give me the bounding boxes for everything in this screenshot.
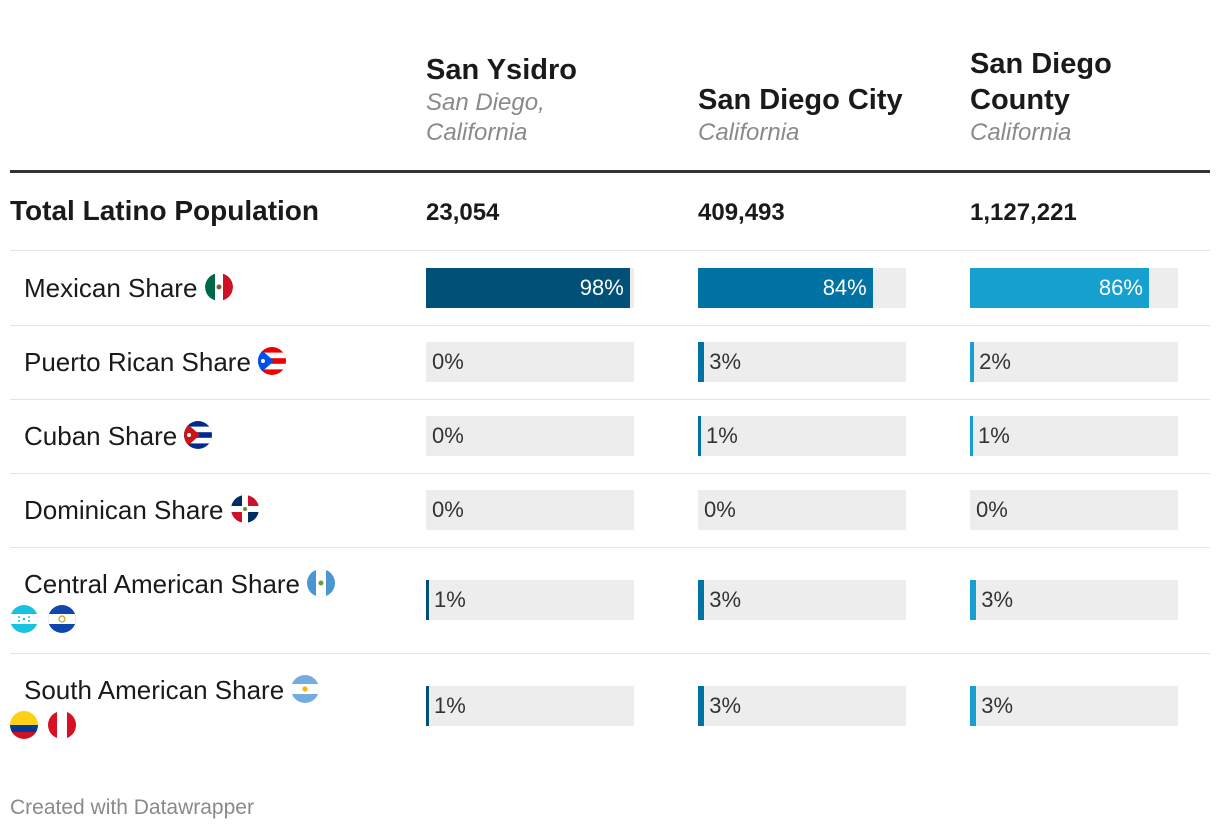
bar-track: 0% <box>426 342 634 382</box>
bar-value-label: 3% <box>709 693 742 718</box>
bar-value-label: 3% <box>709 587 742 612</box>
bar-track: 0% <box>970 490 1178 530</box>
column-header-san-diego-city: San Diego City California <box>698 82 938 148</box>
column-subtitle: San Diego, California <box>426 89 545 146</box>
bar-value-label: 0% <box>432 349 464 374</box>
bar-track: 3% <box>698 686 906 726</box>
column-title: San Diego City <box>698 84 903 116</box>
column-subtitle: California <box>698 119 800 146</box>
bar-track: 84% <box>698 268 906 308</box>
total-value-san-diego-county: 1,127,221 <box>970 199 1077 226</box>
bar-track: 1% <box>426 686 634 726</box>
column-header-san-diego-county: San Diego County California <box>970 46 1210 148</box>
table-row: Dominican Share 0% 0% 0% <box>10 473 1210 548</box>
row-label: Cuban Share <box>24 420 374 452</box>
puerto-rico-flag-icon <box>258 347 287 375</box>
el-salvador-flag-icon <box>48 605 76 633</box>
mexico-flag-icon <box>205 273 233 301</box>
bar <box>426 580 429 620</box>
table-row: Cuban Share 0% 1% 1% <box>10 399 1210 474</box>
bar-track: 1% <box>426 580 634 620</box>
bar-track: 86% <box>970 268 1178 308</box>
bar-value-label: 0% <box>432 497 464 522</box>
table-row: Puerto Rican Share 0% 3% 2% <box>10 325 1210 400</box>
header-divider <box>10 170 1210 173</box>
total-row: Total Latino Population 23,054 409,493 1… <box>10 173 1210 251</box>
honduras-flag-icon <box>10 605 38 633</box>
bar-value-label: 98% <box>579 275 624 300</box>
dominican-republic-flag-icon <box>230 495 259 523</box>
bar-track: 0% <box>698 490 906 530</box>
row-label-text: Dominican Share <box>24 495 224 525</box>
bar <box>970 686 977 726</box>
row-label-text: Cuban Share <box>24 421 178 451</box>
bar <box>426 268 630 308</box>
bar <box>970 268 1149 308</box>
bar-value-label: 0% <box>704 497 736 522</box>
colombia-flag-icon <box>10 711 38 739</box>
peru-flag-icon <box>48 711 76 739</box>
row-label-text: Puerto Rican Share <box>24 347 251 377</box>
bar <box>970 416 973 456</box>
bar-track: 98% <box>426 268 634 308</box>
table-row: Central American Share 1% 3% 3% <box>10 547 1210 654</box>
total-row-label: Total Latino Population <box>10 195 319 226</box>
row-label-text: Mexican Share <box>24 273 198 303</box>
column-subtitle: California <box>970 119 1072 146</box>
bar-value-label: 84% <box>822 275 867 300</box>
bar-track: 0% <box>426 416 634 456</box>
bar-track: 3% <box>698 342 906 382</box>
footer-credit: Created with Datawrapper <box>10 796 254 819</box>
bar <box>970 580 977 620</box>
row-label-text: South American Share <box>24 675 285 705</box>
guatemala-flag-icon <box>307 569 336 597</box>
bar <box>698 580 705 620</box>
bar <box>698 268 873 308</box>
column-title: San Diego County <box>970 48 1112 116</box>
bar-value-label: 86% <box>1098 275 1143 300</box>
bar-track: 1% <box>698 416 906 456</box>
bar <box>698 416 701 456</box>
argentina-flag-icon <box>291 675 320 703</box>
bar-value-label: 2% <box>979 349 1011 374</box>
total-value-san-diego-city: 409,493 <box>698 199 785 226</box>
bar-track: 3% <box>970 580 1178 620</box>
total-value-san-ysidro: 23,054 <box>426 199 500 226</box>
bar <box>970 342 975 382</box>
bar-track: 2% <box>970 342 1178 382</box>
row-label: Central American Share <box>10 568 374 636</box>
bar <box>698 686 705 726</box>
table-row: Mexican Share 98% 84% 86% <box>10 251 1210 326</box>
bar-track: 0% <box>426 490 634 530</box>
column-title: San Ysidro <box>426 54 577 86</box>
cuba-flag-icon <box>184 421 213 449</box>
row-label-text: Central American Share <box>24 569 301 599</box>
bar <box>426 686 429 726</box>
bar-value-label: 1% <box>434 587 466 612</box>
row-label: Mexican Share <box>24 272 374 304</box>
bar-value-label: 3% <box>981 587 1014 612</box>
bar-track: 3% <box>698 580 906 620</box>
bar <box>698 342 705 382</box>
table-row: South American Share 1% 3% 3% <box>10 653 1210 759</box>
bar-track: 3% <box>970 686 1178 726</box>
bar-value-label: 1% <box>978 423 1010 448</box>
bar-track: 1% <box>970 416 1178 456</box>
bar-value-label: 0% <box>432 423 464 448</box>
bar-value-label: 3% <box>709 349 742 374</box>
row-label: Puerto Rican Share <box>24 346 374 378</box>
bar-value-label: 0% <box>976 497 1008 522</box>
bar-value-label: 1% <box>434 693 466 718</box>
bar-value-label: 1% <box>706 423 738 448</box>
bar-value-label: 3% <box>981 693 1014 718</box>
column-header-san-ysidro: San Ysidro San Diego, California <box>426 52 666 148</box>
row-label: South American Share <box>10 674 374 742</box>
row-label: Dominican Share <box>24 494 374 526</box>
